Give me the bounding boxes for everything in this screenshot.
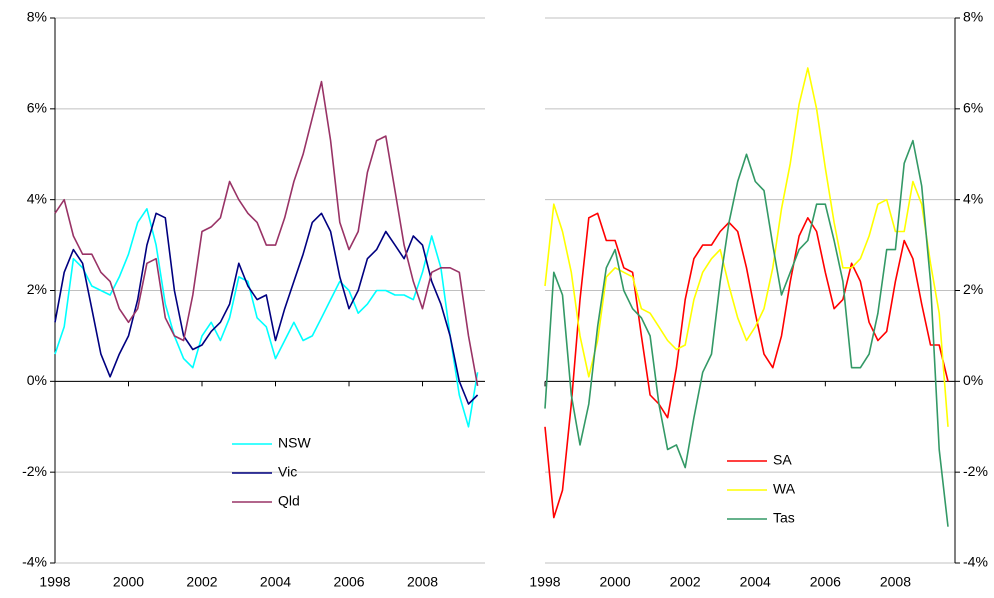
y-tick-label: 8% (27, 9, 47, 25)
x-tick-label: 2002 (670, 574, 701, 590)
x-tick-label: 2008 (407, 574, 438, 590)
y-tick-label: 8% (963, 9, 983, 25)
y-tick-label: -2% (963, 463, 988, 479)
series-line (544, 67, 949, 427)
series-line (54, 208, 479, 428)
x-tick-label: 2000 (113, 574, 144, 590)
y-tick-label: -4% (963, 554, 988, 570)
legend-label: WA (773, 481, 796, 497)
x-tick-label: 2006 (333, 574, 364, 590)
y-tick-label: 4% (963, 190, 983, 206)
x-tick-label: 2006 (810, 574, 841, 590)
y-tick-label: 6% (27, 100, 47, 116)
legend-label: Qld (278, 493, 300, 509)
y-tick-label: 0% (27, 372, 47, 388)
series-line (54, 212, 479, 405)
legend-label: Vic (278, 464, 297, 480)
series-line (544, 212, 949, 519)
legend-label: Tas (773, 510, 795, 526)
x-tick-label: 2008 (880, 574, 911, 590)
legend-label: NSW (278, 435, 311, 451)
x-tick-label: 2000 (600, 574, 631, 590)
y-tick-label: -2% (22, 463, 47, 479)
y-tick-label: 6% (963, 100, 983, 116)
y-tick-label: -4% (22, 554, 47, 570)
x-tick-label: 2002 (186, 574, 217, 590)
series-line (54, 80, 479, 387)
y-tick-label: 4% (27, 190, 47, 206)
series-line (544, 139, 949, 527)
x-tick-label: 2004 (740, 574, 771, 590)
y-tick-label: 2% (27, 281, 47, 297)
x-tick-label: 1998 (529, 574, 560, 590)
y-tick-label: 2% (963, 281, 983, 297)
legend-label: SA (773, 452, 792, 468)
x-tick-label: 2004 (260, 574, 291, 590)
y-tick-label: 0% (963, 372, 983, 388)
x-tick-label: 1998 (39, 574, 70, 590)
